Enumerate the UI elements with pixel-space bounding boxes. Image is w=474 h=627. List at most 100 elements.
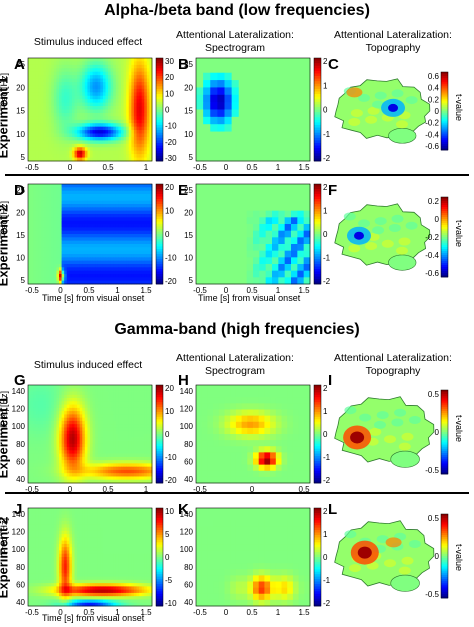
- heatmap-cell: [121, 204, 124, 208]
- heatmap-cell: [46, 61, 50, 66]
- heatmap-cell: [121, 398, 124, 402]
- heatmap-cell: [108, 391, 112, 396]
- heatmap-cell: [28, 58, 31, 62]
- heatmap-cell: [113, 61, 117, 66]
- heatmap-cell: [61, 234, 65, 238]
- heatmap-cell: [210, 131, 218, 140]
- heatmap-cell: [215, 250, 222, 258]
- heatmap-cell: [133, 126, 137, 131]
- heatmap-cell: [208, 224, 216, 232]
- heatmap-cell: [105, 217, 109, 222]
- heatmap-cell: [43, 204, 47, 208]
- heatmap-cell: [64, 184, 68, 188]
- heatmap-cell: [43, 116, 47, 121]
- heatmap-cell: [71, 430, 75, 435]
- heatmap-cell: [66, 398, 70, 402]
- heatmap-cell: [74, 217, 78, 222]
- heatmap-cell: [46, 123, 50, 128]
- heatmap-cell: [133, 143, 137, 148]
- heatmap-cell: [115, 414, 119, 419]
- heatmap-cell: [35, 227, 39, 232]
- heatmap-cell: [46, 463, 50, 468]
- heatmap-cell: [69, 463, 73, 468]
- heatmap-cell: [71, 197, 75, 202]
- heatmap-cell: [202, 217, 210, 225]
- heatmap-cell: [33, 140, 37, 145]
- heatmap-cell: [35, 200, 39, 205]
- heatmap-cell: [133, 75, 137, 79]
- heatmap-cell: [215, 204, 222, 212]
- heatmap-cell: [46, 427, 50, 432]
- heatmap-cell: [302, 80, 311, 88]
- heatmap-cell: [38, 264, 42, 268]
- heatmap-cell: [71, 68, 75, 73]
- heatmap-cell: [92, 391, 96, 396]
- heatmap-cell: [131, 414, 135, 419]
- heatmap-cell: [97, 85, 101, 90]
- heatmap-cell: [110, 92, 114, 97]
- heatmap-cell: [56, 143, 60, 148]
- heatmap-cell: [149, 463, 153, 468]
- heatmap-cell: [123, 267, 127, 272]
- heatmap-cell: [28, 257, 31, 262]
- heatmap-cell: [33, 154, 37, 158]
- heatmap-cell: [253, 224, 260, 232]
- heatmap-cell: [128, 443, 132, 448]
- heatmap-cell: [56, 440, 60, 445]
- heatmap-cell: [136, 420, 140, 425]
- heatmap-cell: [82, 116, 86, 121]
- heatmap-cell: [102, 250, 106, 255]
- heatmap-cell: [121, 200, 124, 205]
- heatmap-cell: [136, 71, 140, 76]
- heatmap-cell: [71, 417, 75, 422]
- heatmap-cell: [203, 65, 211, 74]
- heatmap-cell: [115, 106, 119, 110]
- heatmap-cell: [100, 200, 104, 205]
- heatmap-cell: [56, 254, 60, 258]
- heatmap-cell: [245, 138, 254, 147]
- heatmap-cell: [92, 207, 96, 212]
- heatmap-cell: [113, 88, 117, 93]
- colorbar-tick-label: -30: [165, 154, 177, 163]
- heatmap-cell: [56, 404, 60, 409]
- heatmap-cell: [146, 214, 150, 218]
- heatmap-cell: [118, 424, 122, 428]
- heatmap-cell: [64, 414, 68, 419]
- heatmap-cell: [28, 391, 31, 396]
- heatmap-cell: [64, 257, 68, 262]
- heatmap-cell: [66, 227, 70, 232]
- heatmap-cell: [128, 401, 132, 405]
- heatmap-cell: [105, 254, 109, 258]
- heatmap-cell: [102, 197, 106, 202]
- heatmap-cell: [59, 434, 62, 438]
- heatmap-cell: [97, 140, 101, 145]
- heatmap-cell: [105, 388, 109, 392]
- heatmap-cell: [71, 440, 75, 445]
- heatmap-cell: [82, 140, 86, 145]
- heatmap-cell: [139, 116, 143, 121]
- heatmap-cell: [59, 388, 62, 392]
- heatmap-cell: [149, 133, 153, 138]
- heatmap-cell: [56, 227, 60, 232]
- colorbar-segment: [314, 81, 321, 85]
- heatmap-cell: [38, 210, 42, 215]
- heatmap-cell: [46, 227, 50, 232]
- heatmap-cell: [66, 417, 70, 422]
- heatmap-cell: [95, 71, 99, 76]
- heatmap-cell: [95, 61, 99, 66]
- heatmap-cell: [123, 407, 127, 412]
- heatmap-cell: [77, 214, 81, 218]
- heatmap-cell: [144, 220, 148, 225]
- heatmap-cell: [265, 197, 273, 205]
- heatmap-cell: [303, 190, 311, 198]
- heatmap-cell: [146, 109, 150, 114]
- heatmap-cell: [95, 469, 99, 474]
- heatmap-cell: [53, 154, 57, 158]
- heatmap-cell: [61, 119, 65, 124]
- heatmap-cell: [53, 194, 57, 198]
- heatmap-cell: [123, 473, 127, 477]
- heatmap-cell: [238, 87, 247, 96]
- heatmap-cell: [77, 126, 81, 131]
- colorbar-segment: [156, 239, 163, 242]
- heatmap-cell: [30, 194, 34, 198]
